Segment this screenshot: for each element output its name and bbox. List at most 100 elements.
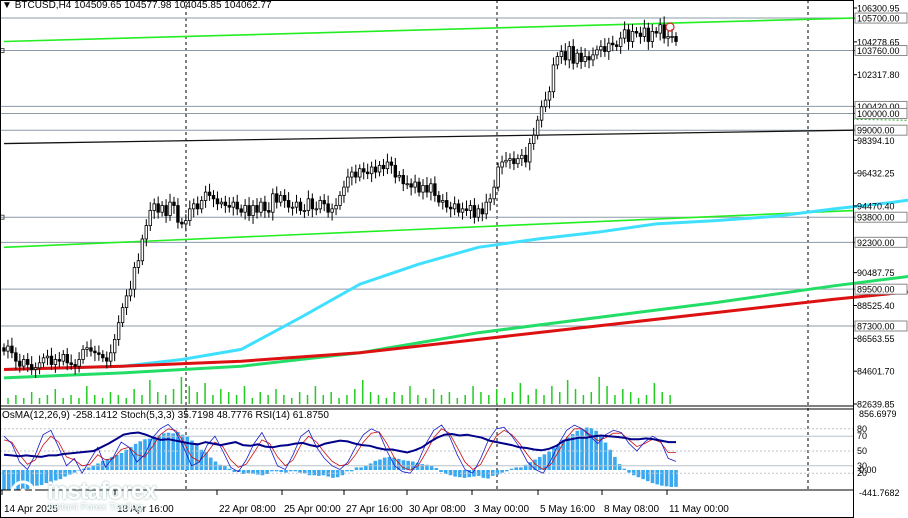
osma-bar <box>669 470 674 487</box>
osma-bar <box>458 470 462 478</box>
osma-bar <box>119 453 124 470</box>
brand-tagline: Instant Forex Trading <box>48 502 143 513</box>
osma-bar <box>270 470 274 472</box>
level-marker <box>0 48 5 54</box>
osma-bar <box>223 466 227 470</box>
candle-body <box>496 166 500 188</box>
osma-bar <box>260 470 265 476</box>
osma-bar <box>631 470 636 476</box>
osma-bar <box>96 463 100 470</box>
candle-body <box>279 195 283 203</box>
channel-lines <box>3 17 908 249</box>
time-tick-label: 8 May 08:00 <box>604 504 659 515</box>
osma-bar <box>124 449 128 470</box>
price-tick-label: 99000.00 <box>857 126 895 136</box>
candle-body <box>642 27 647 37</box>
candle-body <box>207 191 212 196</box>
indicator-header: OsMA(12,26,9) -258.1412 Stoch(5,3,3) 35.… <box>2 410 329 421</box>
osma-bar <box>453 470 457 477</box>
osma-bar <box>603 442 608 470</box>
osma-bar <box>420 464 425 470</box>
candle-body <box>362 168 366 173</box>
osma-bar <box>345 470 349 472</box>
candle-body <box>662 24 666 39</box>
osma-bar <box>570 434 575 470</box>
candle-body <box>37 362 42 369</box>
price-tick-label: 106300.95 <box>857 4 900 14</box>
candle-body <box>472 205 477 218</box>
candle-body <box>243 205 247 213</box>
candle-body <box>445 200 449 208</box>
osma-bar <box>354 467 359 470</box>
candle-body <box>6 345 10 352</box>
candle-body <box>310 198 315 210</box>
candle-body <box>239 208 243 213</box>
osma-bar <box>53 470 58 481</box>
candle-body <box>29 364 34 370</box>
candle-body <box>488 198 492 203</box>
candle-body <box>456 203 461 213</box>
oscillator-axis-label: 50 <box>857 446 867 456</box>
osma-bar <box>288 470 293 472</box>
candle-body <box>468 205 473 211</box>
candle-body <box>176 205 180 223</box>
osma-bar <box>599 436 603 470</box>
osma-bar <box>110 456 114 470</box>
candle-body <box>658 24 662 34</box>
osma-bar <box>566 437 570 470</box>
osma-bar <box>227 468 232 470</box>
candle-body <box>543 99 548 108</box>
price-tick-label: 86563.55 <box>857 334 895 344</box>
osma-bar <box>185 436 190 470</box>
candle-body <box>409 183 413 188</box>
osma-bar <box>439 470 443 472</box>
price-tick-label: 102317.80 <box>857 70 900 80</box>
osma-bar <box>161 433 166 470</box>
candle-body <box>298 201 303 211</box>
osma-bar <box>495 470 500 475</box>
osma-bar <box>660 470 664 486</box>
candle-body <box>567 46 571 61</box>
candle-body <box>160 205 164 213</box>
osma-bar <box>307 470 312 476</box>
indicator-axis-label: 0.00 <box>859 465 877 475</box>
osma-bar <box>575 430 580 470</box>
candle-body <box>314 208 318 211</box>
osma-bar <box>664 470 669 487</box>
candle-body <box>555 56 560 66</box>
candle-body <box>433 183 437 196</box>
osma-bar <box>641 470 645 480</box>
osma-bar <box>523 464 528 470</box>
osma-bar <box>486 470 490 479</box>
osma-bar <box>114 454 119 470</box>
osma-bar <box>476 470 481 476</box>
osma-bar <box>349 470 354 472</box>
candle-body <box>203 191 208 201</box>
oscillator-axis-label: 20 <box>857 468 867 478</box>
osma-bar <box>246 470 251 474</box>
candle-body <box>638 32 643 37</box>
candle-body <box>112 338 117 354</box>
candle-body <box>516 158 520 165</box>
candle-body <box>116 322 121 340</box>
candle-body <box>22 359 26 367</box>
osma-bar <box>617 464 622 470</box>
osma-bar <box>157 435 161 470</box>
candle-body <box>219 201 224 205</box>
osma-bar <box>77 470 81 471</box>
candle-body <box>81 349 85 360</box>
candle-body <box>61 354 65 362</box>
brand-watermark: instaforex <box>47 478 157 505</box>
time-tick-label: 30 Apr 08:00 <box>409 504 466 515</box>
osma-bar <box>180 434 185 470</box>
osma-bar <box>584 427 589 470</box>
candle-body <box>377 164 382 173</box>
osma-bar <box>481 470 486 478</box>
candle-body <box>10 345 14 354</box>
candle-body <box>85 347 89 350</box>
osma-bar <box>302 470 307 474</box>
oscillator-axis-label: 80 <box>857 424 867 434</box>
price-tick-label: 93800.00 <box>857 213 895 223</box>
candle-body <box>358 168 362 178</box>
